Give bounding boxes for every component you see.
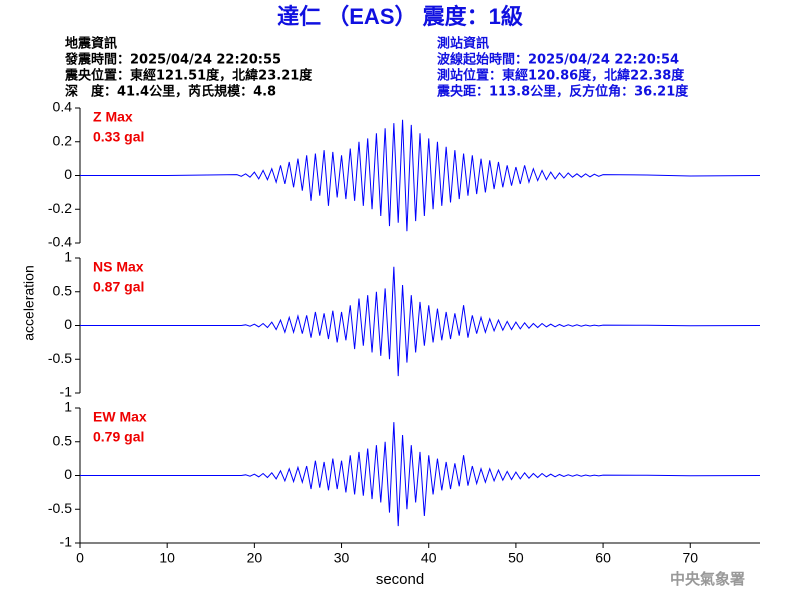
y-axis-label: acceleration [21,265,37,341]
info-line: 震央距：113.8公里，反方位角：36.21度 [436,84,689,100]
info-line: 震央位置：東經121.51度，北緯23.21度 [64,68,313,84]
waveform [80,266,761,377]
x-tick-label: 70 [682,550,698,566]
info-line: 波線起始時間：2025/04/24 22:20:54 [437,52,679,68]
y-tick-label: -0.5 [48,350,72,366]
annotation: Z Max [93,109,133,125]
x-tick-label: 30 [334,550,350,566]
y-tick-label: 0 [64,466,72,482]
y-tick-label: -0.2 [48,200,72,216]
info-line: 發震時間：2025/04/24 22:20:55 [64,52,281,68]
info-line: 測站資訊 [437,36,489,52]
y-tick-label: 0.4 [53,99,73,115]
y-tick-label: -0.5 [48,500,72,516]
info-line: 深 度：41.4公里，芮氏規模：4.8 [65,84,276,100]
y-tick-label: -0.4 [48,234,72,250]
annotation: 0.33 gal [93,129,144,145]
info-line: 地震資訊 [65,36,117,52]
y-tick-label: 1 [64,399,72,415]
y-tick-label: 0 [64,316,72,332]
annotation: NS Max [93,259,144,275]
waveform [80,422,761,527]
annotation: EW Max [93,409,147,425]
annotation: 0.79 gal [93,429,144,445]
chart-title: 達仁 （EAS） 震度：1級 [277,4,523,29]
y-tick-label: 0.5 [53,282,73,298]
y-tick-label: 0.2 [53,132,73,148]
waveform [80,119,761,232]
x-tick-label: 60 [595,550,611,566]
y-tick-label: 0.5 [53,432,73,448]
x-axis-label: second [376,571,424,588]
x-tick-label: 20 [247,550,263,566]
y-tick-label: 1 [64,249,72,265]
footer: 中央氣象署 [670,570,745,588]
info-line: 測站位置：東經120.86度，北緯22.38度 [437,68,685,84]
x-tick-label: 50 [508,550,524,566]
x-tick-label: 10 [159,550,175,566]
y-tick-label: -1 [60,534,73,550]
x-tick-label: 0 [76,550,84,566]
x-tick-label: 40 [421,550,437,566]
y-tick-label: 0 [64,166,72,182]
y-tick-label: -1 [60,384,73,400]
annotation: 0.87 gal [93,279,144,295]
